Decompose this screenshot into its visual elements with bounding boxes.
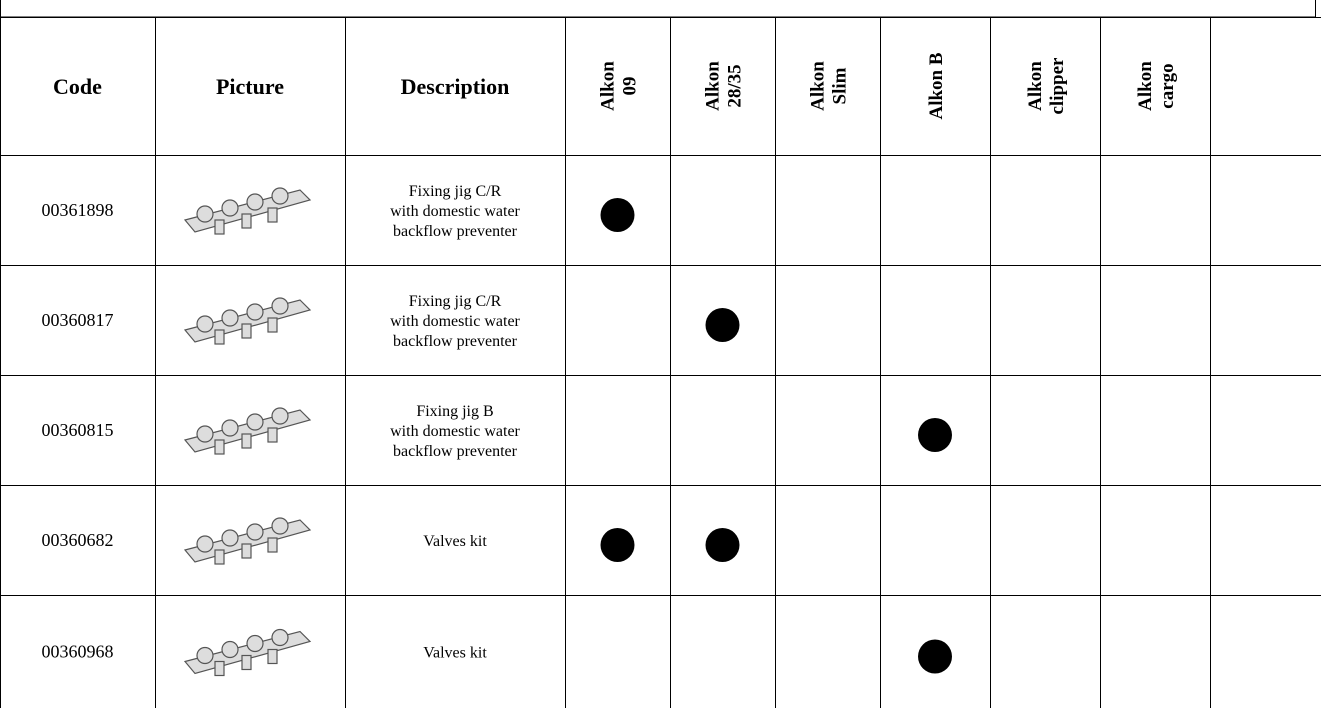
picture-valve xyxy=(196,646,214,665)
part-description: backflow preventer xyxy=(393,333,518,350)
picture-fitting xyxy=(267,537,278,553)
picture-valve xyxy=(221,529,239,547)
picture-fitting xyxy=(267,317,278,333)
picture-valve xyxy=(221,640,239,659)
picture-valve xyxy=(246,303,264,321)
part-description: with domestic water xyxy=(390,203,520,220)
part-picture xyxy=(183,517,312,565)
picture-valve xyxy=(246,523,264,541)
header-model-line: Alkon xyxy=(703,61,724,111)
picture-valve xyxy=(221,419,239,437)
picture-valve xyxy=(271,187,289,205)
picture-valve xyxy=(196,425,214,443)
picture-fitting xyxy=(241,323,252,339)
part-description: backflow preventer xyxy=(393,223,518,240)
part-code: 00361898 xyxy=(42,200,114,220)
part-description: with domestic water xyxy=(390,313,520,330)
fit-dot xyxy=(918,418,952,452)
picture-valve xyxy=(271,628,289,647)
header-model-line: Alkon xyxy=(808,61,829,111)
header-code: Code xyxy=(53,74,102,99)
header-model-line: 28/35 xyxy=(725,64,746,107)
part-code: 00360817 xyxy=(42,310,114,330)
picture-valve xyxy=(196,205,214,223)
part-description: backflow preventer xyxy=(393,443,518,460)
picture-fitting xyxy=(214,219,225,235)
header-model-line: cargo xyxy=(1157,63,1178,108)
picture-fitting xyxy=(267,427,278,443)
part-code: 00360968 xyxy=(42,642,114,662)
header-model: Alkon B xyxy=(926,52,947,119)
part-description: Fixing jig C/R xyxy=(409,293,502,310)
picture-fitting xyxy=(241,433,252,449)
part-code: 00360682 xyxy=(42,530,114,550)
picture-valve xyxy=(196,535,214,553)
header-picture: Picture xyxy=(216,74,284,99)
fit-dot xyxy=(600,198,635,232)
picture-fitting xyxy=(241,654,252,671)
header-model-line: Alkon xyxy=(1025,61,1046,111)
part-description: Valves kit xyxy=(423,645,487,662)
picture-valve xyxy=(196,315,214,333)
fit-dot xyxy=(705,308,740,342)
header-model: Alkoncargo xyxy=(1135,61,1178,111)
picture-valve xyxy=(246,634,264,653)
header-model-line: 09 xyxy=(620,77,641,96)
picture-valve xyxy=(246,193,264,211)
picture-valve xyxy=(271,517,289,535)
picture-valve xyxy=(221,309,239,327)
picture-fitting xyxy=(267,207,278,223)
fit-dot xyxy=(600,528,635,562)
header-model-line: Slim xyxy=(830,67,851,104)
picture-fitting xyxy=(214,329,225,345)
part-description: Valves kit xyxy=(423,533,487,550)
header-model-line: clipper xyxy=(1047,57,1068,115)
header-model: AlkonSlim xyxy=(808,61,851,111)
part-description: Fixing jig C/R xyxy=(409,183,502,200)
picture-fitting xyxy=(267,648,278,665)
header-model: Alkon09 xyxy=(598,61,641,111)
header-model-line: Alkon B xyxy=(926,52,947,119)
part-picture xyxy=(183,297,312,345)
header-model: Alkonclipper xyxy=(1025,57,1068,115)
picture-fitting xyxy=(241,213,252,229)
picture-valve xyxy=(221,199,239,217)
picture-valve xyxy=(271,297,289,315)
header-model: Alkon28/35 xyxy=(703,61,746,111)
fit-dot xyxy=(705,528,740,562)
top-frame xyxy=(0,0,1316,18)
part-picture xyxy=(183,628,312,677)
part-description: with domestic water xyxy=(390,423,520,440)
fit-dot xyxy=(918,639,952,674)
part-picture xyxy=(183,187,312,235)
picture-fitting xyxy=(241,543,252,559)
picture-valve xyxy=(271,407,289,425)
part-picture xyxy=(183,407,312,455)
part-code: 00360815 xyxy=(42,420,114,440)
header-model-line: Alkon xyxy=(598,61,619,111)
picture-fitting xyxy=(214,660,225,677)
picture-fitting xyxy=(214,549,225,565)
picture-fitting xyxy=(214,439,225,455)
header-model-line: Alkon xyxy=(1135,61,1156,111)
picture-valve xyxy=(246,413,264,431)
part-description: Fixing jig B xyxy=(416,403,493,420)
header-description: Description xyxy=(401,74,510,99)
